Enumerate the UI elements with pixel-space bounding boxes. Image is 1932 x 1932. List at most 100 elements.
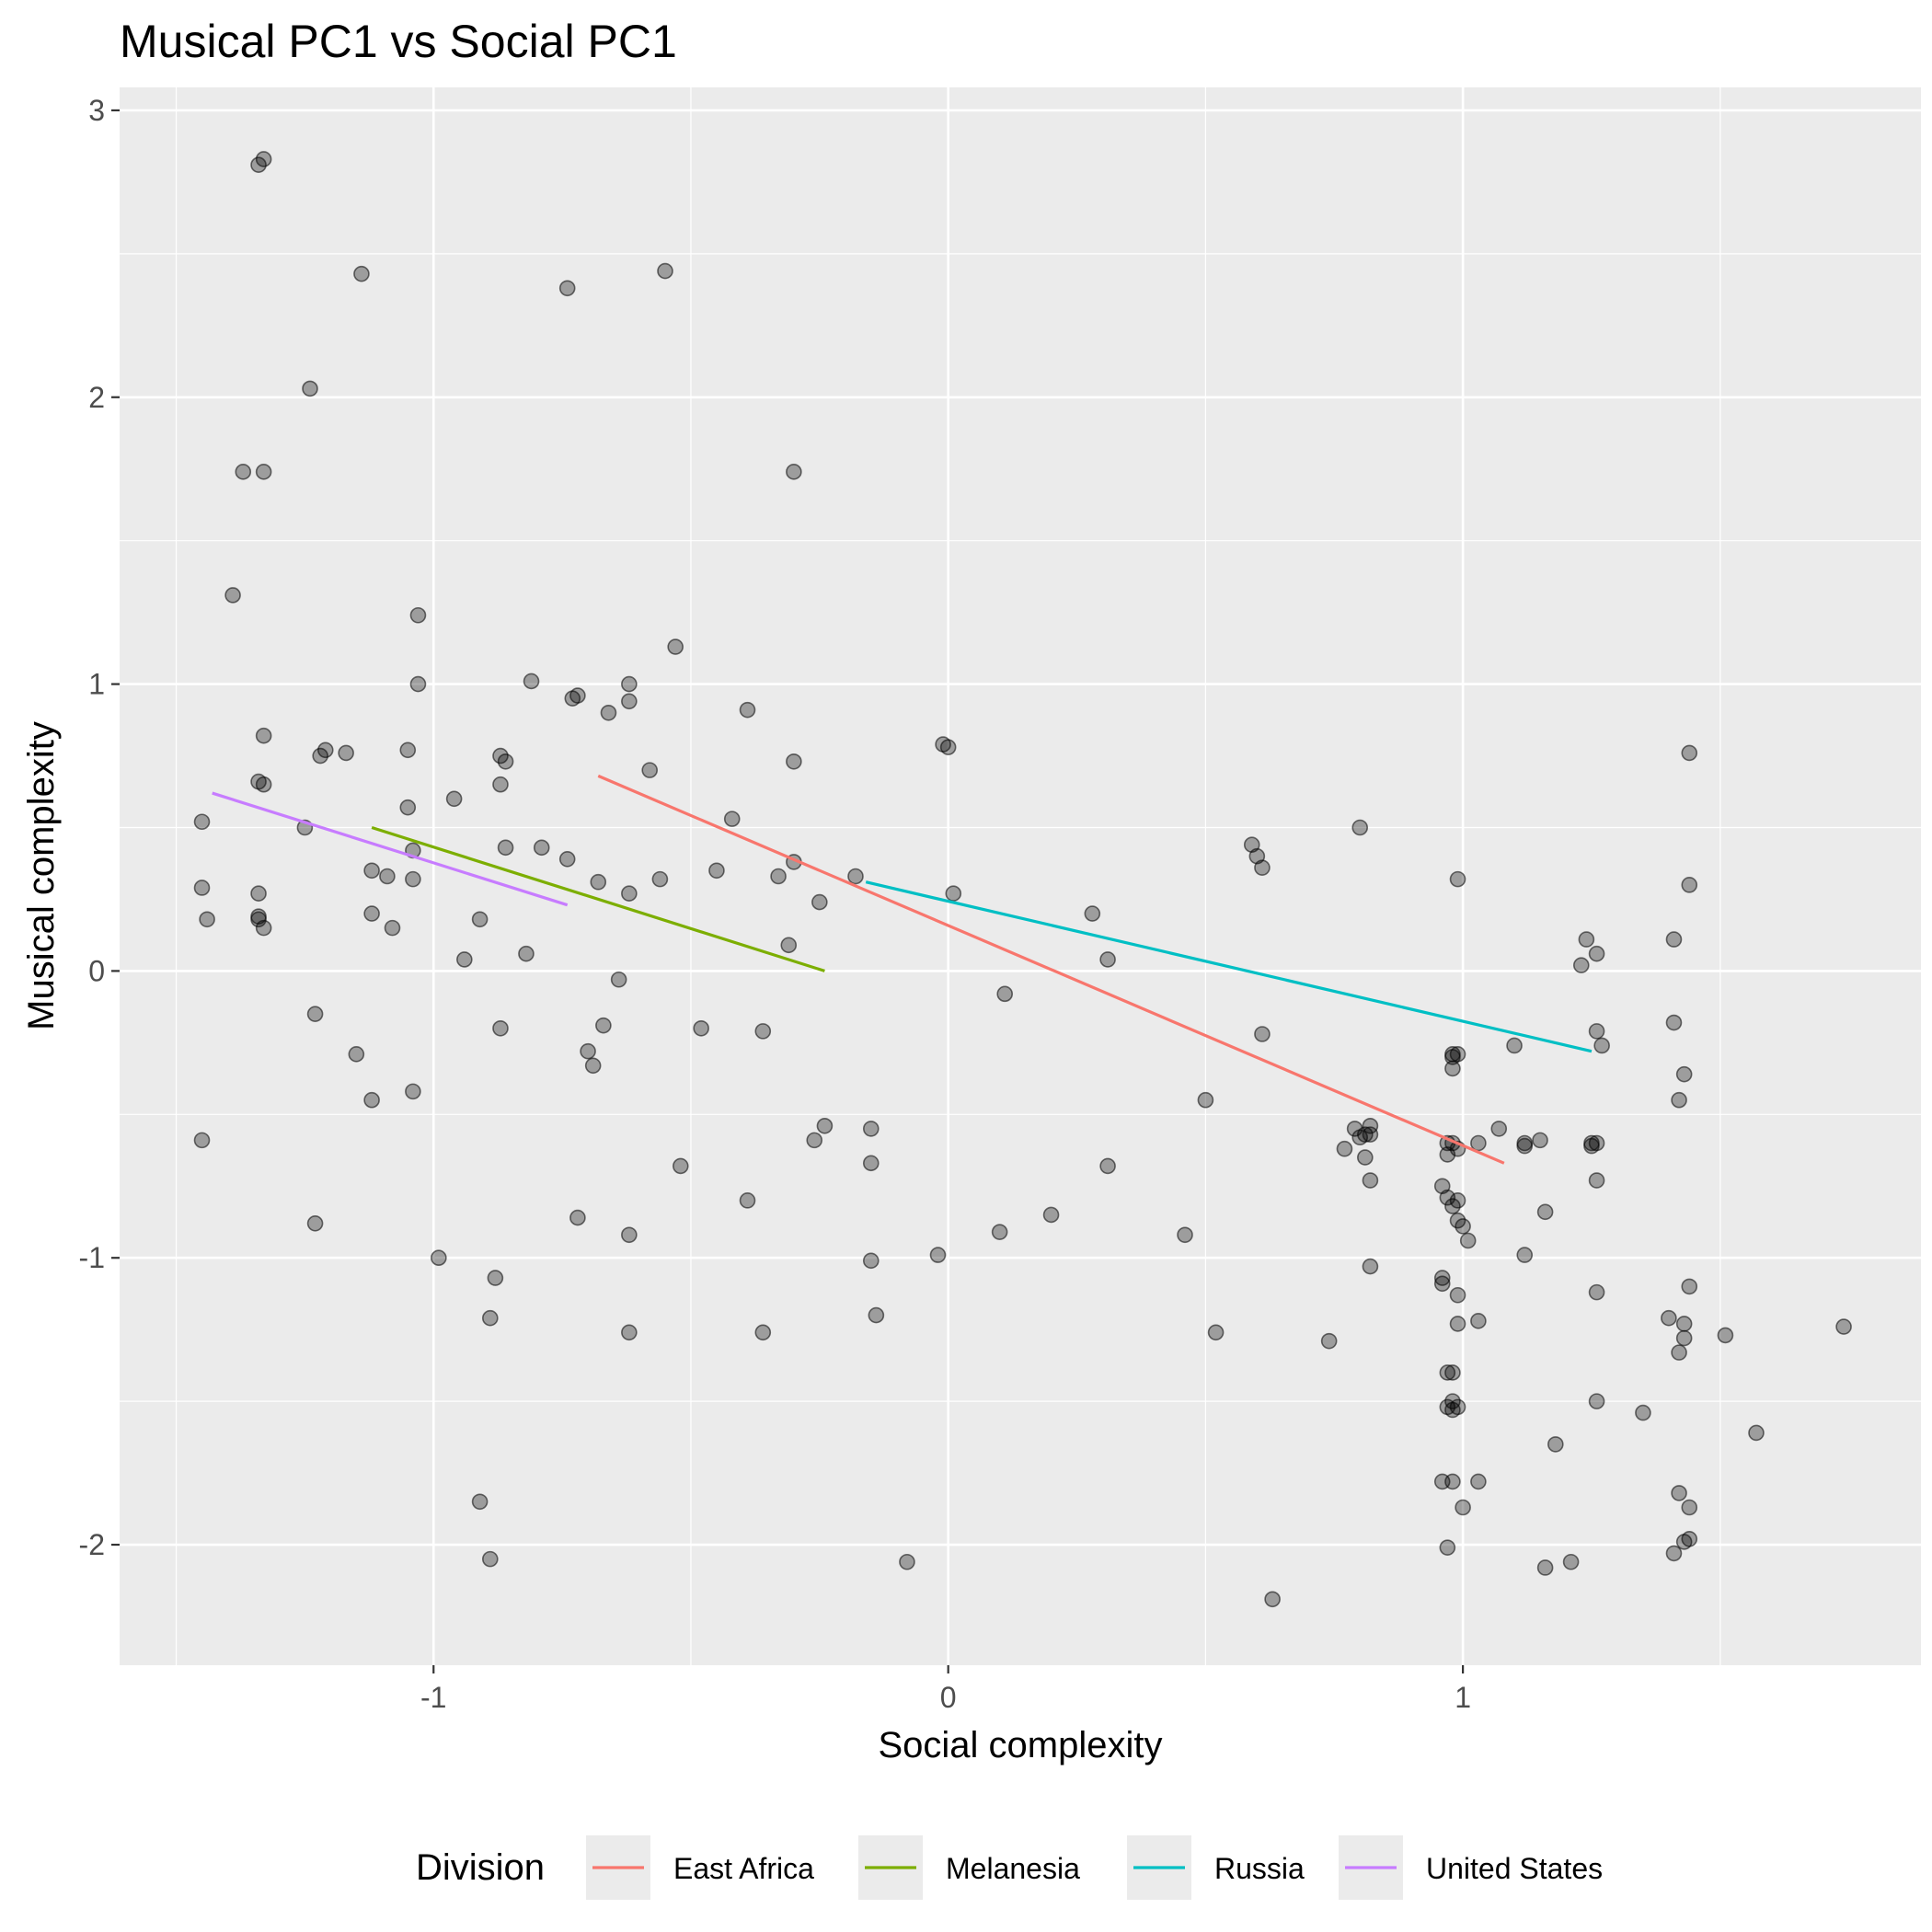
- data-point: [1444, 1473, 1461, 1490]
- data-point: [456, 951, 473, 968]
- data-point: [481, 1309, 499, 1327]
- data-point: [621, 675, 638, 693]
- data-point: [1362, 1258, 1379, 1275]
- legend: Division East Africa Melanesia Russia Unite…: [416, 1835, 1603, 1900]
- legend-label: Melanesia: [946, 1852, 1080, 1885]
- data-point: [363, 905, 380, 922]
- data-point: [481, 1550, 499, 1568]
- data-point: [497, 753, 514, 770]
- data-point: [1717, 1327, 1734, 1344]
- data-point: [250, 885, 267, 903]
- data-point: [641, 762, 659, 778]
- data-point: [471, 911, 489, 928]
- data-point: [1635, 1404, 1651, 1421]
- data-point: [306, 1006, 324, 1022]
- data-point: [379, 868, 396, 885]
- data-point: [667, 638, 684, 655]
- data-point: [739, 701, 756, 719]
- grid-major: [120, 87, 1921, 1665]
- data-point: [610, 971, 627, 988]
- data-point: [899, 1553, 915, 1570]
- data-point: [1320, 1332, 1338, 1350]
- legend-title: Division: [416, 1847, 545, 1888]
- data-point: [1470, 1313, 1487, 1329]
- data-point: [1197, 1091, 1214, 1109]
- data-point: [1455, 1218, 1471, 1235]
- data-point: [1516, 1137, 1534, 1155]
- data-point: [811, 893, 828, 911]
- data-point: [1536, 1203, 1554, 1221]
- data-point: [1439, 1539, 1456, 1556]
- data-point: [584, 1057, 602, 1075]
- data-point: [1444, 1049, 1461, 1065]
- data-point: [862, 1252, 880, 1270]
- y-tick-label: 0: [88, 954, 105, 987]
- data-point: [1588, 1172, 1605, 1189]
- data-point: [929, 1247, 947, 1263]
- data-point: [312, 747, 328, 765]
- data-point: [1254, 859, 1271, 876]
- data-point: [1444, 1364, 1461, 1381]
- data-point: [409, 606, 427, 624]
- data-point: [1572, 957, 1590, 973]
- data-point: [1665, 1545, 1683, 1562]
- data-point: [199, 911, 215, 928]
- data-point: [1675, 1065, 1693, 1083]
- data-point: [991, 1224, 1008, 1240]
- data-point: [786, 464, 802, 480]
- data-point: [780, 937, 798, 954]
- data-point: [353, 265, 370, 282]
- data-point: [693, 1019, 709, 1037]
- regression-lines: [212, 774, 1593, 1165]
- x-axis: -1 0 1: [420, 1665, 1471, 1714]
- data-point: [399, 799, 417, 816]
- data-point: [723, 811, 741, 827]
- data-point: [1449, 1286, 1466, 1304]
- data-point: [1449, 1398, 1466, 1416]
- data-point: [1506, 1037, 1523, 1054]
- data-point: [1433, 1275, 1451, 1293]
- data-point: [363, 1091, 380, 1109]
- series-line: [865, 880, 1593, 1053]
- y-axis-title: Musical complexity: [21, 721, 62, 1030]
- data-point: [939, 739, 957, 755]
- data-point: [255, 776, 272, 793]
- data-point: [1459, 1232, 1477, 1249]
- data-point: [1207, 1324, 1225, 1341]
- data-point: [564, 690, 581, 707]
- data-point: [348, 1046, 365, 1063]
- data-point: [1455, 1499, 1471, 1516]
- data-point: [193, 880, 211, 896]
- data-point: [1681, 744, 1698, 762]
- data-point: [1439, 1364, 1456, 1381]
- data-point: [1835, 1318, 1852, 1335]
- data-point: [621, 1324, 638, 1341]
- y-tick-label: -2: [79, 1528, 105, 1561]
- data-point: [847, 868, 864, 885]
- data-point: [651, 870, 669, 888]
- data-point: [754, 1324, 772, 1341]
- series-line: [212, 791, 569, 907]
- data-point: [657, 262, 673, 280]
- data-point: [255, 464, 272, 480]
- data-point: [1470, 1473, 1487, 1490]
- data-point: [621, 693, 638, 710]
- data-point: [518, 945, 535, 962]
- data-point: [1177, 1226, 1193, 1244]
- data-point: [306, 1215, 324, 1232]
- data-point: [224, 587, 241, 604]
- data-point: [405, 1083, 421, 1100]
- data-point: [497, 839, 514, 857]
- data-point: [806, 1132, 823, 1149]
- data-point: [255, 919, 272, 937]
- y-tick-label: -1: [79, 1241, 105, 1274]
- data-point: [1470, 1134, 1487, 1152]
- grid-minor: [120, 87, 1921, 1665]
- data-point: [621, 1226, 638, 1244]
- data-point: [487, 1270, 504, 1286]
- x-tick-label: 1: [1455, 1681, 1471, 1714]
- data-point: [250, 911, 267, 928]
- data-point: [786, 753, 802, 770]
- y-tick-label: 2: [88, 381, 105, 414]
